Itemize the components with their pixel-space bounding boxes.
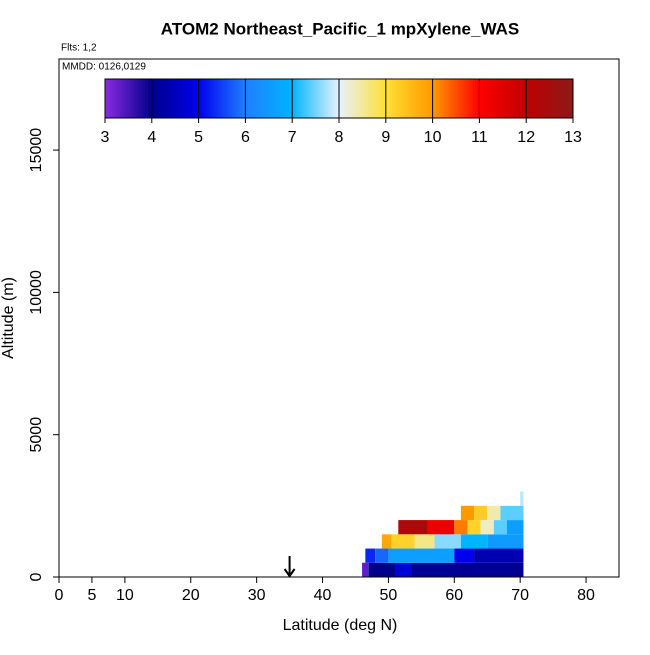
x-tick-label: 0 [55, 587, 64, 604]
plot-frame [58, 58, 620, 578]
curtain-cell [434, 534, 461, 549]
x-axis-label: Latitude (deg N) [283, 617, 398, 634]
dates-note: MMDD: 0126,0129 [62, 62, 146, 73]
curtain-cell [487, 534, 524, 549]
colorbar-tick-label: 12 [517, 129, 535, 146]
y-tick-label: 15000 [28, 128, 45, 173]
x-tick-label: 40 [314, 587, 332, 604]
colorbar-tick-label: 8 [335, 129, 344, 146]
curtain-cell [381, 534, 392, 549]
y-tick-label: 10000 [28, 270, 45, 315]
flights-note: Flts: 1,2 [61, 43, 97, 54]
curtain-cell [368, 562, 395, 577]
curtain-cell [520, 491, 524, 506]
curtain-cell [460, 505, 475, 521]
x-tick-label: 5 [87, 587, 96, 604]
colorbar-tick-label: 6 [241, 129, 250, 146]
curtain-cell [454, 520, 468, 535]
marker-arrow [283, 556, 296, 578]
curtain-cell [388, 548, 455, 563]
curtain-cell [398, 520, 428, 535]
colorbar-tick-label: 11 [471, 129, 488, 146]
curtain-cell [474, 548, 524, 563]
y-tick-label: 5000 [28, 417, 45, 453]
curtain-cell [414, 534, 435, 549]
curtain-cell [391, 534, 415, 549]
y-tick-label: 0 [28, 572, 45, 581]
curtain-cell [362, 562, 369, 577]
x-tick-label: 70 [511, 587, 529, 604]
curtain-cell [474, 505, 488, 521]
curtain-cell [507, 520, 524, 535]
colorbar-tick-label: 9 [381, 129, 390, 146]
curtain-cell [427, 520, 455, 535]
y-axis-label: Altitude (m) [0, 277, 17, 359]
colorbar-tick-label: 4 [147, 129, 156, 146]
x-tick-label: 80 [577, 587, 595, 604]
curtain-cell [395, 562, 412, 577]
x-tick-label: 60 [445, 587, 463, 604]
curtain-cell [411, 562, 524, 577]
x-tick-label: 50 [380, 587, 398, 604]
x-tick-label: 10 [116, 587, 134, 604]
curtain-cell [493, 520, 507, 535]
curtain-cell [375, 548, 389, 563]
x-tick-label: 20 [182, 587, 200, 604]
curtain-cell [500, 505, 524, 521]
curtain-cell [460, 534, 488, 549]
colorbar-tick-label: 7 [288, 129, 297, 146]
colorbar-tick-label: 5 [194, 129, 203, 146]
curtain-cell [467, 520, 481, 535]
chart-title: ATOM2 Northeast_Pacific_1 mpXylene_WAS [161, 19, 519, 38]
curtain-cell [365, 548, 376, 563]
curtain-cell [454, 548, 475, 563]
curtain-cell [487, 505, 501, 521]
curtain-cell [480, 520, 494, 535]
colorbar-tick-label: 13 [564, 129, 582, 146]
colorbar-tick-label: 10 [424, 129, 442, 146]
x-tick-label: 30 [248, 587, 266, 604]
colorbar-tick-label: 3 [101, 129, 110, 146]
